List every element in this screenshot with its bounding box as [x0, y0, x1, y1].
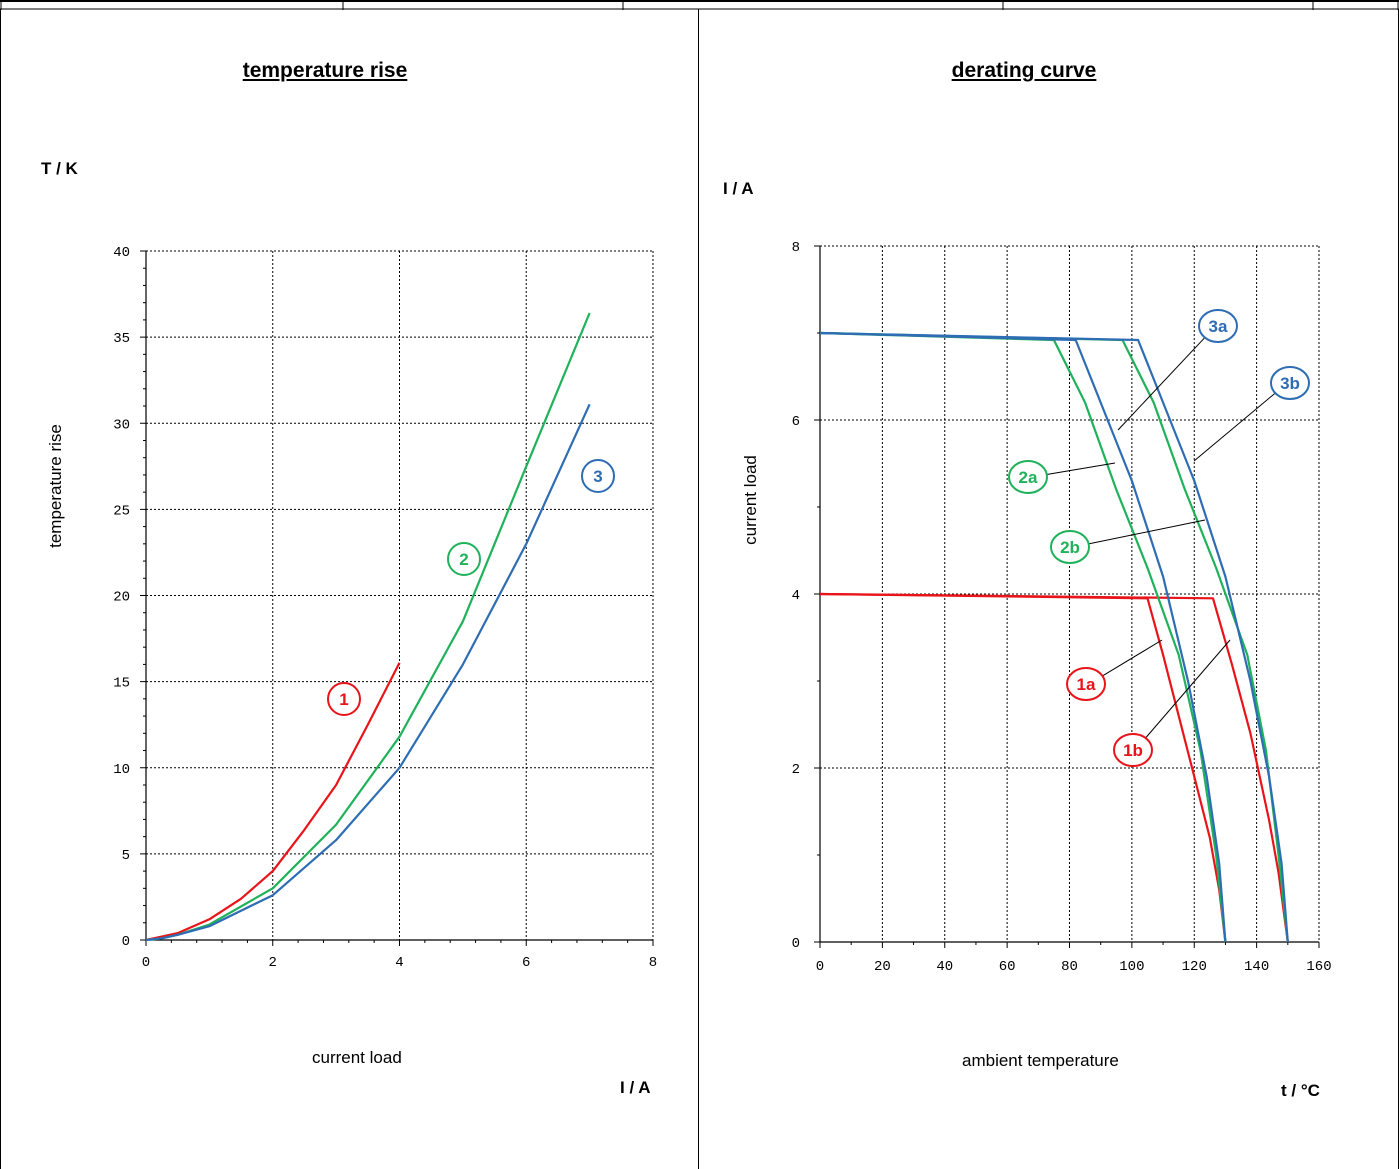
x-tick-label: 0 [816, 959, 824, 975]
y-tick-label: 20 [113, 590, 130, 606]
series-label-3: 3 [593, 467, 602, 486]
y-tick-label: 35 [113, 331, 130, 347]
x-tick-label: 120 [1182, 959, 1207, 975]
y-tick-label: 4 [792, 588, 800, 604]
series-label-circle-1a [1066, 667, 1106, 701]
top-table-border [0, 0, 1399, 10]
series-label-2: 2 [459, 550, 468, 569]
leader-line-1a [1102, 639, 1163, 677]
chart-title: derating curve [951, 59, 1097, 82]
leader-line-3b [1193, 392, 1276, 462]
series-label-3b: 3b [1280, 374, 1300, 393]
x-tick-label: 0 [142, 955, 150, 971]
x-axis-label: current load [312, 1048, 402, 1067]
y-tick-label: 0 [792, 936, 800, 952]
x-tick-label: 100 [1119, 959, 1144, 975]
temperature-rise-panel: temperature rise T / K temperature rise … [0, 9, 698, 1169]
series-line-3a [819, 331, 1227, 943]
x-tick-label: 20 [874, 959, 891, 975]
y-tick-label: 8 [792, 240, 800, 256]
series-line-1a [819, 592, 1227, 943]
series-label-circle-1 [327, 682, 361, 716]
leader-line-3a [1117, 337, 1206, 431]
x-tick-label: 160 [1306, 959, 1331, 975]
series-line-2a [819, 331, 1227, 943]
y-tick-label: 30 [113, 417, 130, 433]
y-tick-label: 15 [113, 676, 130, 692]
series-label-circle-2b [1050, 530, 1090, 564]
series-label-2a: 2a [1019, 468, 1038, 487]
x-tick-label: 40 [936, 959, 953, 975]
x-tick-label: 80 [1061, 959, 1078, 975]
y-tick-label: 10 [113, 762, 130, 778]
derating-curve-plot: 0 20 40 60 80 100 120 140 160 0 2 4 6 8 1a 1b 2a 2b 3a 3b [792, 240, 1332, 975]
chart-title: temperature rise [242, 59, 408, 82]
series-line-2 [145, 312, 591, 942]
x-tick-label: 2 [269, 955, 277, 971]
series-label-circle-3 [581, 459, 615, 493]
series-line-3b [819, 331, 1289, 943]
y-tick-label: 2 [792, 762, 800, 778]
series-label-circle-1b [1113, 733, 1153, 767]
temperature-rise-plot: 0 2 4 6 8 0 5 10 15 20 25 30 35 40 1 2 3 [113, 245, 657, 971]
x-tick-label: 140 [1244, 959, 1269, 975]
series-label-circle-3a [1198, 309, 1238, 343]
series-label-circle-2a [1008, 460, 1048, 494]
x-tick-label: 60 [999, 959, 1016, 975]
series-label-1b: 1b [1123, 741, 1143, 760]
series-label-circle-3b [1270, 366, 1310, 400]
series-label-1: 1 [339, 690, 348, 709]
leader-line-1b [1145, 639, 1231, 739]
y-tick-label: 25 [113, 503, 130, 519]
y-tick-label: 5 [122, 848, 130, 864]
x-axis-label: ambient temperature [962, 1051, 1119, 1070]
y-unit-label: T / K [41, 159, 78, 178]
series-label-3a: 3a [1209, 317, 1228, 336]
series-label-circle-2 [447, 542, 481, 576]
y-unit-label: I / A [723, 179, 754, 198]
y-tick-label: 0 [122, 934, 130, 950]
series-line-1 [145, 662, 401, 942]
leader-line-2b [1088, 519, 1206, 545]
x-tick-label: 4 [395, 955, 403, 971]
derating-curve-panel: derating curve I / A current load ambien… [698, 9, 1399, 1169]
y-tick-label: 40 [113, 245, 130, 261]
leader-line-2a [1046, 462, 1116, 475]
x-unit-label: t / °C [1281, 1081, 1320, 1100]
x-tick-label: 6 [522, 955, 530, 971]
y-tick-label: 6 [792, 414, 800, 430]
series-label-2b: 2b [1060, 538, 1080, 557]
series-label-1a: 1a [1077, 675, 1096, 694]
x-tick-label: 8 [649, 955, 657, 971]
series-line-3 [145, 403, 591, 942]
x-unit-label: I / A [620, 1078, 651, 1097]
series-line-1b [819, 592, 1289, 943]
